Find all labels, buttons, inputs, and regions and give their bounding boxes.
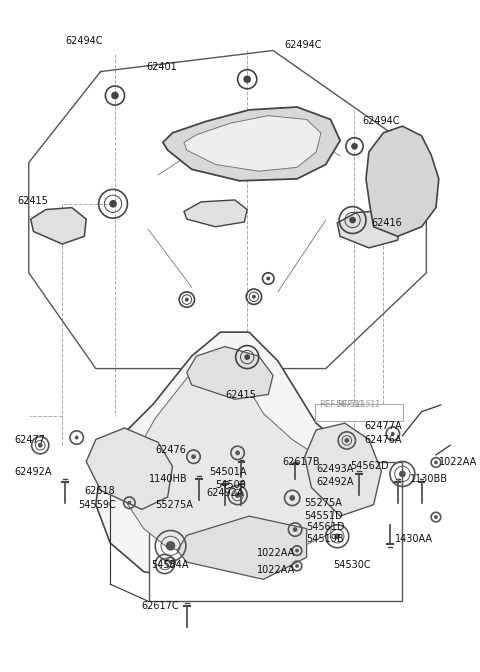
Text: 62617B: 62617B bbox=[283, 458, 320, 468]
Text: 1022AA: 1022AA bbox=[439, 458, 477, 468]
Circle shape bbox=[293, 527, 298, 532]
Polygon shape bbox=[86, 428, 172, 509]
Text: 54559C: 54559C bbox=[79, 499, 116, 509]
Text: 54530C: 54530C bbox=[334, 560, 371, 570]
Polygon shape bbox=[337, 210, 400, 248]
Text: 54562D: 54562D bbox=[350, 461, 388, 471]
Text: 62492A: 62492A bbox=[14, 467, 52, 477]
Circle shape bbox=[235, 450, 240, 456]
Circle shape bbox=[235, 492, 240, 498]
Text: 62477A: 62477A bbox=[364, 421, 402, 431]
Polygon shape bbox=[163, 107, 340, 181]
Text: 62617C: 62617C bbox=[142, 601, 180, 612]
Polygon shape bbox=[31, 208, 86, 244]
Text: 62492A: 62492A bbox=[206, 488, 243, 498]
Circle shape bbox=[434, 515, 438, 519]
Text: 62476: 62476 bbox=[155, 445, 186, 455]
Text: 62401: 62401 bbox=[146, 62, 177, 72]
Circle shape bbox=[109, 200, 117, 208]
Circle shape bbox=[399, 470, 406, 477]
Circle shape bbox=[168, 560, 172, 564]
Text: 62492A: 62492A bbox=[316, 476, 354, 487]
Text: 54501A: 54501A bbox=[209, 467, 246, 477]
Text: REF.50-511: REF.50-511 bbox=[338, 401, 381, 409]
Text: 62416: 62416 bbox=[372, 218, 403, 228]
Text: 54519B: 54519B bbox=[307, 534, 344, 544]
Text: 55275A: 55275A bbox=[305, 498, 343, 508]
Circle shape bbox=[185, 298, 189, 302]
Polygon shape bbox=[305, 423, 381, 516]
Circle shape bbox=[166, 541, 175, 550]
Text: 62493A: 62493A bbox=[316, 464, 354, 474]
Polygon shape bbox=[177, 516, 307, 579]
Circle shape bbox=[349, 216, 356, 223]
Circle shape bbox=[434, 460, 438, 464]
Text: 62477: 62477 bbox=[14, 435, 46, 446]
Circle shape bbox=[243, 75, 251, 83]
Text: 1022AA: 1022AA bbox=[257, 548, 295, 558]
Text: 1140HB: 1140HB bbox=[148, 474, 187, 484]
Text: 1130BB: 1130BB bbox=[410, 474, 448, 484]
Circle shape bbox=[345, 438, 349, 443]
Text: 54584A: 54584A bbox=[151, 560, 189, 570]
FancyBboxPatch shape bbox=[315, 404, 403, 421]
Text: 1022AA: 1022AA bbox=[257, 564, 295, 575]
Circle shape bbox=[295, 564, 299, 568]
Text: 55275A: 55275A bbox=[155, 499, 193, 509]
Text: 1430AA: 1430AA bbox=[395, 534, 433, 544]
Text: 62415: 62415 bbox=[225, 390, 256, 401]
Circle shape bbox=[111, 91, 119, 99]
Circle shape bbox=[295, 549, 299, 552]
Circle shape bbox=[38, 443, 43, 448]
Circle shape bbox=[252, 295, 256, 298]
Circle shape bbox=[244, 354, 250, 360]
Circle shape bbox=[335, 534, 340, 539]
Text: 62618: 62618 bbox=[84, 487, 115, 496]
Circle shape bbox=[75, 435, 79, 439]
Polygon shape bbox=[187, 347, 273, 399]
Circle shape bbox=[289, 495, 295, 501]
Polygon shape bbox=[184, 116, 321, 171]
Polygon shape bbox=[96, 332, 378, 593]
Circle shape bbox=[191, 454, 196, 459]
Text: 62494C: 62494C bbox=[362, 116, 400, 126]
Circle shape bbox=[391, 432, 395, 435]
Polygon shape bbox=[366, 126, 439, 237]
Circle shape bbox=[351, 143, 358, 150]
Text: REF.50-511: REF.50-511 bbox=[319, 401, 366, 409]
Text: 62415: 62415 bbox=[17, 196, 48, 206]
Text: 62494C: 62494C bbox=[285, 40, 322, 50]
Text: 54500: 54500 bbox=[216, 480, 246, 491]
Text: 54561D: 54561D bbox=[307, 521, 345, 532]
Text: 62476A: 62476A bbox=[364, 435, 402, 446]
FancyBboxPatch shape bbox=[148, 462, 402, 601]
Circle shape bbox=[266, 277, 270, 280]
Circle shape bbox=[127, 501, 131, 505]
Polygon shape bbox=[124, 353, 336, 567]
Text: 62494C: 62494C bbox=[65, 36, 103, 46]
Polygon shape bbox=[184, 200, 247, 226]
Text: 54551D: 54551D bbox=[305, 511, 343, 521]
